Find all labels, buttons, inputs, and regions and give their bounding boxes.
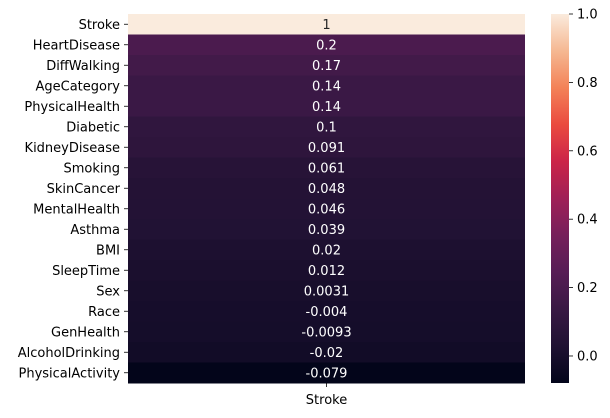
- y-tick-label: AlcoholDrinking: [18, 346, 120, 361]
- y-tick-label: GenHealth: [51, 325, 120, 340]
- colorbar-tick-label: 0.0: [577, 349, 598, 364]
- cell-value-label: 0.2: [316, 38, 337, 53]
- cell-value-label: 0.039: [308, 223, 345, 238]
- heatmap-cell-BMI: [128, 239, 525, 261]
- colorbar-tick-label: 0.8: [577, 76, 598, 91]
- cell-value-label: 0.061: [308, 161, 345, 176]
- colorbar-gradient: [551, 14, 569, 383]
- heatmap-cell-MentalHealth: [128, 198, 525, 220]
- heatmap-cell-SleepTime: [128, 260, 525, 281]
- heatmap-cell-PhysicalHealth: [128, 96, 525, 117]
- colorbar: 0.0 0.2 0.4 0.6 0.8 1.0: [551, 8, 598, 383]
- cell-value-label: 0.012: [308, 264, 345, 279]
- heatmap-cell-KidneyDisease: [128, 137, 525, 158]
- heatmap-cell-SkinCancer: [128, 178, 525, 199]
- y-tick-label: PhysicalActivity: [19, 366, 121, 381]
- y-tick-label: SleepTime: [52, 264, 120, 279]
- y-tick-label: Sex: [96, 284, 120, 299]
- y-tick-label: BMI: [96, 243, 120, 258]
- heatmap-cell-Stroke: [128, 14, 525, 35]
- heatmap-cells: 1 0.2 0.17 0.14 0.14 0.1 0.091 0.061 0.048 0.046 0…: [128, 14, 525, 384]
- cell-value-label: 0.0031: [304, 284, 350, 299]
- cell-value-label: 0.046: [308, 202, 345, 217]
- heatmap-cell-Smoking: [128, 157, 525, 179]
- cell-value-label: 0.048: [308, 182, 345, 197]
- heatmap-cell-Asthma: [128, 219, 525, 240]
- heatmap-cell-AlcoholDrinking: [128, 342, 525, 363]
- y-tick-label: Asthma: [70, 223, 120, 238]
- cell-value-label: 1: [322, 18, 330, 33]
- y-tick-label: Race: [88, 305, 120, 320]
- y-tick-label: Smoking: [63, 161, 120, 176]
- cell-value-label: 0.14: [312, 100, 341, 115]
- heatmap-cell-PhysicalActivity: [128, 362, 525, 384]
- heatmap-cell-GenHealth: [128, 321, 525, 343]
- cell-value-label: 0.14: [312, 79, 341, 94]
- colorbar-tick-label: 0.4: [577, 213, 598, 228]
- x-tick-label: Stroke: [306, 393, 347, 408]
- heatmap-cell-Sex: [128, 280, 525, 302]
- x-tick-labels: Stroke: [306, 383, 347, 408]
- cell-value-label: -0.0093: [301, 325, 351, 340]
- heatmap-cell-DiffWalking: [128, 55, 525, 76]
- heatmap-cell-HeartDisease: [128, 34, 525, 56]
- cell-value-label: -0.079: [306, 366, 348, 381]
- heatmap-cell-Diabetic: [128, 116, 525, 138]
- y-tick-label: Diabetic: [66, 120, 120, 135]
- y-tick-label: Stroke: [79, 18, 120, 33]
- y-tick-label: KidneyDisease: [25, 141, 120, 156]
- y-tick-labels: Stroke HeartDisease DiffWalking AgeCategory…: [18, 18, 128, 381]
- cell-value-label: 0.02: [312, 243, 341, 258]
- colorbar-tick-label: 1.0: [577, 8, 598, 23]
- y-tick-label: AgeCategory: [35, 79, 120, 94]
- y-tick-label: SkinCancer: [47, 182, 121, 197]
- heatmap-cell-Race: [128, 301, 525, 322]
- colorbar-tick-label: 0.6: [577, 144, 598, 159]
- y-tick-label: MentalHealth: [33, 202, 120, 217]
- cell-value-label: 0.091: [308, 141, 345, 156]
- cell-value-label: 0.1: [316, 120, 337, 135]
- cell-value-label: 0.17: [312, 59, 341, 74]
- cell-value-label: -0.004: [306, 305, 348, 320]
- heatmap-cell-AgeCategory: [128, 75, 525, 97]
- colorbar-tick-label: 0.2: [577, 281, 598, 296]
- y-tick-label: DiffWalking: [46, 59, 120, 74]
- y-tick-label: HeartDisease: [33, 38, 120, 53]
- cell-value-label: -0.02: [310, 346, 344, 361]
- y-tick-label: PhysicalHealth: [24, 100, 120, 115]
